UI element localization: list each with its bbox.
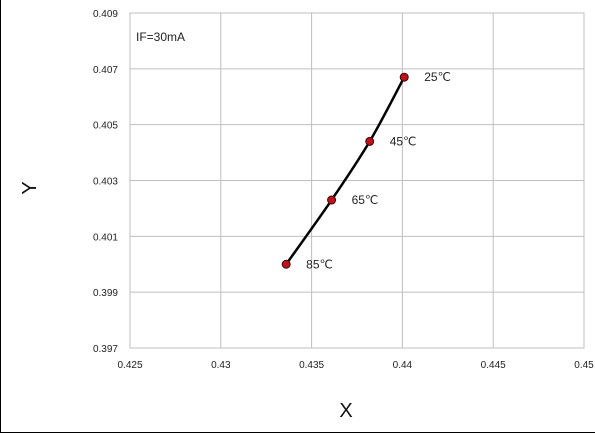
x-tick-label: 0.44: [393, 360, 413, 371]
series-line: [284, 75, 406, 266]
x-tick-label: 0.425: [117, 360, 142, 371]
x-tick-label: 0.435: [299, 360, 324, 371]
data-point: [281, 259, 291, 269]
point-labels: 25℃ 45℃ 65℃ 85℃: [306, 70, 451, 271]
x-tick-label: 0.45: [574, 360, 594, 371]
y-tick-label: 0.409: [93, 9, 118, 20]
y-tick-label: 0.403: [93, 177, 118, 188]
x-tick-label: 0.445: [481, 360, 506, 371]
point-label: 85℃: [306, 257, 333, 271]
y-tick-label: 0.405: [93, 121, 118, 132]
point-label: 45℃: [390, 134, 417, 148]
y-tick-label: 0.399: [93, 288, 118, 299]
data-point: [365, 136, 375, 146]
x-tick-label: 0.43: [211, 360, 231, 371]
point-label: 65℃: [352, 193, 379, 207]
y-tick-labels: 0.397 0.399 0.401 0.403 0.405 0.407 0.409: [93, 9, 118, 355]
data-point: [399, 72, 409, 82]
data-markers: [281, 72, 409, 269]
y-tick-label: 0.397: [93, 344, 118, 355]
x-tick-labels: 0.425 0.43 0.435 0.44 0.445 0.45: [117, 360, 594, 371]
y-tick-label: 0.407: [93, 65, 118, 76]
condition-annotation: IF=30mA: [136, 30, 185, 44]
y-tick-label: 0.401: [93, 232, 118, 243]
point-label: 25℃: [424, 70, 451, 84]
grid: [129, 12, 585, 349]
plot-border: [129, 12, 585, 349]
data-point: [327, 195, 337, 205]
y-axis-title: Y: [19, 181, 41, 194]
x-axis-title: X: [339, 400, 352, 422]
